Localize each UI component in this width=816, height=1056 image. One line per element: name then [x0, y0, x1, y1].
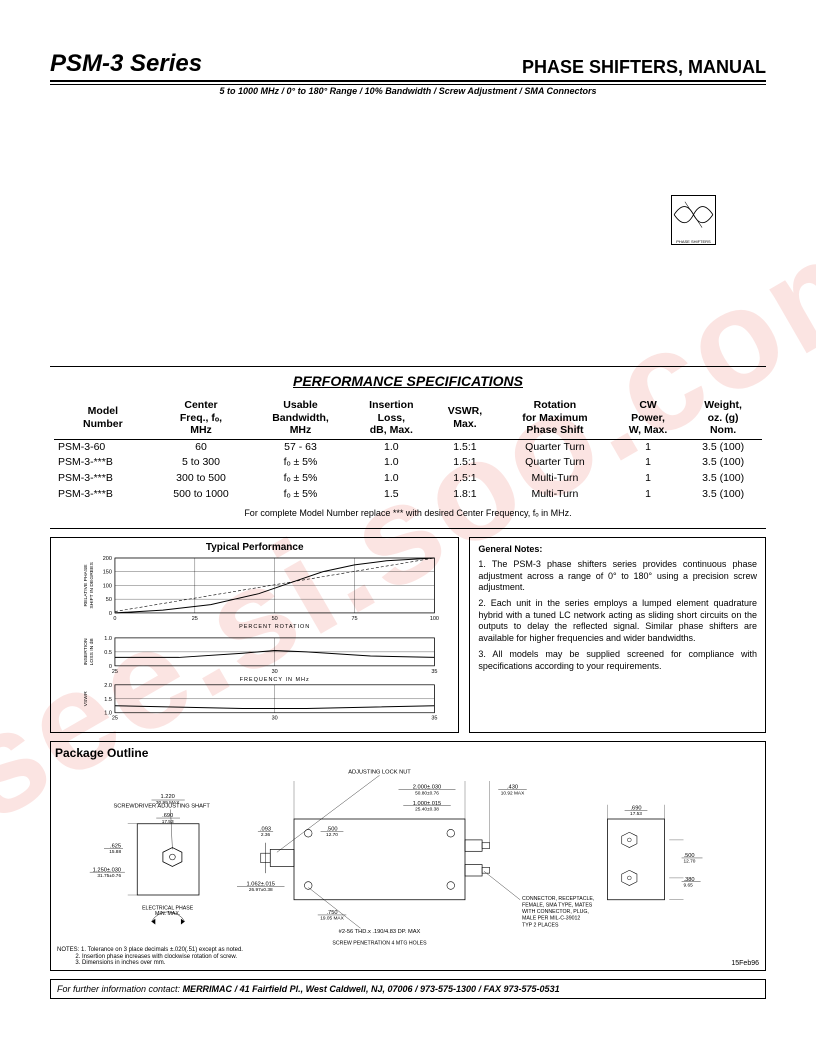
svg-text:WITH CONNECTOR, PLUG,: WITH CONNECTOR, PLUG, [522, 909, 589, 915]
svg-text:15.88: 15.88 [109, 849, 121, 855]
svg-text:100: 100 [430, 616, 439, 622]
table-header: UsableBandwidth,MHz [250, 397, 350, 439]
svg-text:19.05 MAX: 19.05 MAX [320, 916, 344, 922]
page-header: PSM-3 Series PHASE SHIFTERS, MANUAL [50, 50, 766, 82]
svg-text:30: 30 [272, 669, 278, 675]
svg-text:12.70: 12.70 [684, 859, 696, 865]
svg-text:#2-56 THD.x .190/4.83 DP. MAX: #2-56 THD.x .190/4.83 DP. MAX [339, 929, 421, 935]
spec-note: For complete Model Number replace *** wi… [54, 508, 762, 522]
svg-text:25.40±0.38: 25.40±0.38 [415, 807, 439, 813]
svg-text:ADJUSTING LOCK NUT: ADJUSTING LOCK NUT [348, 769, 411, 775]
svg-text:17.53: 17.53 [162, 819, 174, 825]
note-item: 2. Each unit in the series employs a lum… [478, 598, 757, 645]
svg-text:25: 25 [112, 669, 118, 675]
svg-text:1.220: 1.220 [161, 794, 175, 800]
svg-text:MALE PER MIL-C-39012: MALE PER MIL-C-39012 [522, 916, 580, 922]
performance-charts: 0255075100050100150200PERCENT ROTATIONRE… [55, 553, 454, 723]
svg-text:1.0: 1.0 [104, 711, 112, 717]
svg-text:25: 25 [112, 716, 118, 722]
package-drawing: SCREWDRIVER ADJUSTING SHAFT1.22030.99 MA… [55, 762, 761, 952]
svg-text:FEMALE, SMA TYPE, MATES: FEMALE, SMA TYPE, MATES [522, 902, 593, 908]
svg-text:PERCENT ROTATION: PERCENT ROTATION [239, 624, 310, 630]
note-item: 1. The PSM-3 phase shifters series provi… [478, 559, 757, 594]
package-date: 15Feb96 [731, 960, 759, 967]
package-outline: Package Outline SCREWDRIVER ADJUSTING SH… [50, 741, 766, 971]
svg-text:SCREW PENETRATION 4 MTG HOLES: SCREW PENETRATION 4 MTG HOLES [332, 940, 427, 946]
page-title: PHASE SHIFTERS, MANUAL [522, 57, 766, 78]
svg-text:1.5: 1.5 [104, 697, 112, 703]
svg-text:100: 100 [103, 584, 112, 590]
chart-box: Typical Performance 02550751000501001502… [50, 537, 459, 733]
table-row: PSM-3-***B300 to 500fₒ ± 5%1.01.5:1Multi… [54, 471, 762, 487]
table-header: CenterFreq., fₒ,MHz [152, 397, 251, 439]
table-header: CWPower,W, Max. [612, 397, 684, 439]
spec-box: PERFORMANCE SPECIFICATIONS ModelNumberCe… [50, 366, 766, 529]
svg-text:2.0: 2.0 [104, 683, 112, 689]
chart-title: Typical Performance [55, 542, 454, 553]
svg-text:LOSS IN dB: LOSS IN dB [89, 638, 95, 666]
spec-title: PERFORMANCE SPECIFICATIONS [54, 373, 762, 389]
phase-shifter-icon [672, 196, 715, 234]
table-row: PSM-3-***B5 to 300fₒ ± 5%1.01.5:1Quarter… [54, 455, 762, 471]
svg-text:12.70: 12.70 [326, 832, 338, 838]
table-header: InsertionLoss,dB, Max. [351, 397, 432, 439]
svg-text:25: 25 [192, 616, 198, 622]
table-header: Weight,oz. (g)Nom. [684, 397, 762, 439]
svg-text:75: 75 [351, 616, 357, 622]
table-row: PSM-3-***B500 to 1000fₒ ± 5%1.51.8:1Mult… [54, 487, 762, 503]
table-row: PSM-3-606057 - 631.01.5:1Quarter Turn13.… [54, 439, 762, 455]
footer: For further information contact: MERRIMA… [50, 979, 766, 999]
svg-text:9.65: 9.65 [684, 883, 694, 889]
spec-table: ModelNumberCenterFreq., fₒ,MHzUsableBand… [54, 397, 762, 502]
svg-text:0: 0 [113, 616, 116, 622]
logo-box: PHASE SHIFTERS [671, 195, 716, 245]
svg-text:1.0: 1.0 [104, 636, 112, 642]
svg-text:SHIFT IN DEGREES: SHIFT IN DEGREES [89, 562, 95, 609]
svg-text:50: 50 [272, 616, 278, 622]
general-notes: General Notes: 1. The PSM-3 phase shifte… [469, 537, 766, 733]
svg-text:150: 150 [103, 570, 112, 576]
svg-text:0: 0 [109, 664, 112, 670]
subtitle: 5 to 1000 MHz / 0° to 180° Range / 10% B… [50, 84, 766, 96]
svg-text:17.53: 17.53 [630, 811, 642, 817]
svg-text:200: 200 [103, 556, 112, 562]
svg-text:0: 0 [109, 611, 112, 617]
svg-text:50: 50 [106, 598, 112, 604]
svg-text:0.5: 0.5 [104, 650, 112, 656]
svg-text:VSWR: VSWR [83, 691, 89, 706]
svg-text:2.36: 2.36 [261, 832, 271, 838]
svg-text:TYP 2 PLACES: TYP 2 PLACES [522, 922, 559, 928]
svg-text:31.75±0.76: 31.75±0.76 [97, 873, 121, 879]
svg-text:CONNECTOR, RECEPTACLE,: CONNECTOR, RECEPTACLE, [522, 896, 594, 902]
svg-text:30.99 MAX: 30.99 MAX [156, 800, 180, 806]
svg-text:50.80±0.76: 50.80±0.76 [415, 790, 439, 796]
svg-text:10.92 MAX: 10.92 MAX [501, 790, 525, 796]
series-title: PSM-3 Series [50, 50, 202, 78]
logo-label: PHASE SHIFTERS [672, 239, 715, 244]
svg-text:FREQUENCY IN MHz: FREQUENCY IN MHz [240, 677, 310, 683]
notes-title: General Notes: [478, 544, 757, 556]
package-title: Package Outline [55, 746, 761, 760]
note-item: 3. All models may be supplied screened f… [478, 649, 757, 672]
svg-text:35: 35 [431, 669, 437, 675]
svg-text:26.97±0.38: 26.97±0.38 [249, 887, 273, 893]
table-header: VSWR,Max. [432, 397, 498, 439]
package-notes: NOTES: 1. Tolerance on 3 place decimals … [57, 947, 243, 967]
svg-text:35: 35 [431, 716, 437, 722]
svg-text:30: 30 [272, 716, 278, 722]
table-header: ModelNumber [54, 397, 152, 439]
table-header: Rotationfor MaximumPhase Shift [498, 397, 612, 439]
